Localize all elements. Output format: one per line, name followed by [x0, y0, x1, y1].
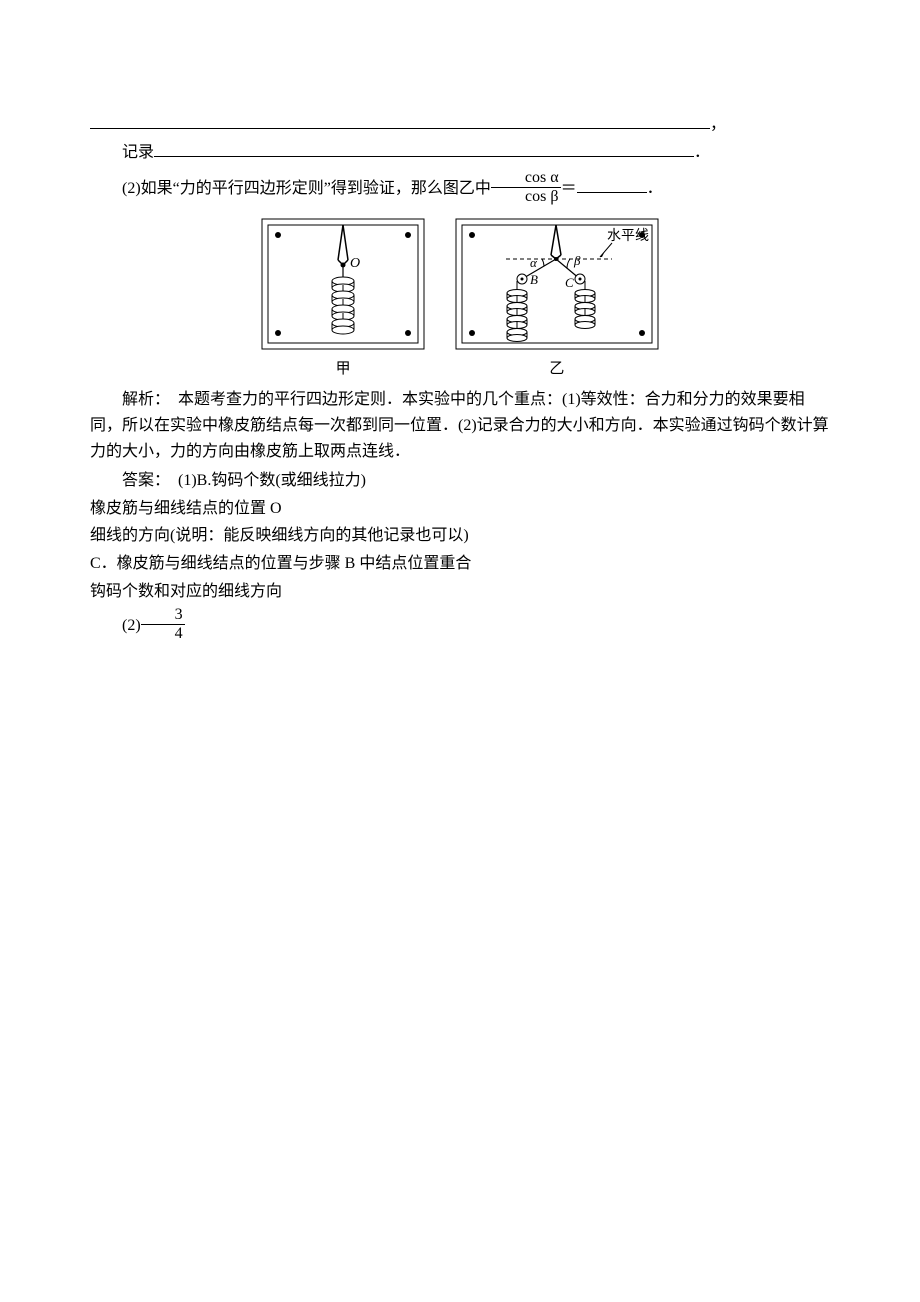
answer-q2-prefix: (2): [122, 617, 141, 634]
q2-frac-den: cos β: [491, 188, 561, 206]
answer-line-b: 答案： (1)B.钩码个数(或细线拉力): [90, 468, 830, 494]
svg-text:α: α: [530, 255, 538, 270]
svg-text:O: O: [350, 256, 360, 271]
record-punct: ．: [694, 144, 710, 161]
analysis-label: 解析：: [122, 391, 162, 408]
caption-jia: 甲: [258, 357, 428, 381]
answer-b: (1)B.钩码个数(或细线拉力): [162, 472, 366, 489]
q2-prefix: (2)如果“力的平行四边形定则”得到验证，那么图乙中: [122, 180, 491, 197]
figures-row: O: [90, 215, 830, 353]
answer-line-3: 细线的方向(说明：能反映细线方向的其他记录也可以): [90, 523, 830, 549]
blank1-punct: ，: [710, 116, 726, 133]
answer-q2-line: (2)34: [90, 608, 830, 644]
question-2: (2)如果“力的平行四边形定则”得到验证，那么图乙中cos αcos β＝ ．: [90, 171, 830, 207]
figure-jia: O: [258, 215, 428, 353]
answer-q2-fraction: 34: [141, 606, 185, 642]
q2-equals: ＝: [561, 180, 577, 197]
answer-line-4: C．橡皮筋与细线结点的位置与步骤 B 中结点位置重合: [90, 551, 830, 577]
analysis-paragraph: 解析： 本题考查力的平行四边形定则．本实验中的几个重点：(1)等效性：合力和分力…: [90, 387, 830, 464]
figure-captions: 甲 乙: [90, 357, 830, 381]
answer-line-5: 钩码个数和对应的细线方向: [90, 579, 830, 605]
answer-label: 答案：: [122, 472, 162, 489]
record-underline: [154, 156, 694, 157]
answer-q2-num: 3: [141, 606, 185, 625]
blank-1-underline: [90, 128, 710, 129]
label-horizontal: 水平线: [607, 228, 649, 244]
answer-line-2: 橡皮筋与细线结点的位置 O: [90, 496, 830, 522]
blank-line-1: ，: [90, 112, 830, 138]
figure-yi: 水平线 α β B C: [452, 215, 662, 353]
record-label: 记录: [122, 144, 154, 161]
answer-q2-den: 4: [141, 625, 185, 643]
q2-frac-num: cos α: [491, 169, 561, 188]
q2-fraction: cos αcos β: [491, 169, 561, 205]
svg-text:B: B: [530, 272, 538, 287]
caption-yi: 乙: [452, 357, 662, 381]
svg-text:β: β: [573, 253, 581, 268]
record-line: 记录 ．: [90, 140, 830, 166]
svg-text:C: C: [565, 275, 574, 290]
q2-punct: ．: [647, 180, 663, 197]
q2-blank: [577, 176, 647, 193]
analysis-text: 本题考查力的平行四边形定则．本实验中的几个重点：(1)等效性：合力和分力的效果要…: [90, 391, 829, 459]
